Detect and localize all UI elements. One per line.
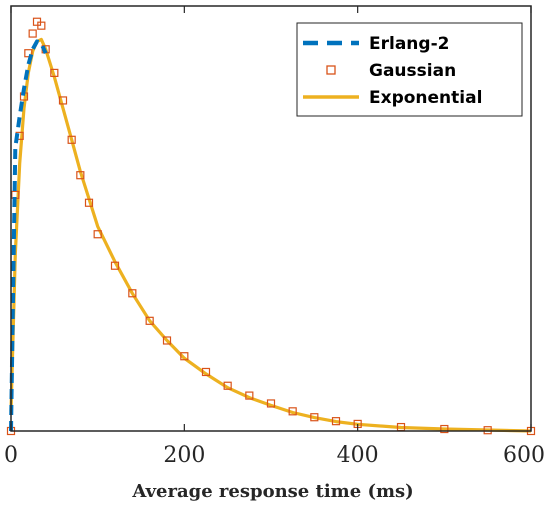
legend-label-exponential: Exponential [369, 88, 482, 108]
point-gaussian-15 [110, 261, 120, 270]
point-gaussian-22 [245, 391, 254, 400]
axes-frame [10, 5, 532, 432]
point-gaussian-29 [440, 424, 449, 434]
legend-item-erlang-2: Erlang-2 [303, 34, 449, 54]
x-axis-label: Average response time (ms) [131, 481, 413, 502]
point-gaussian-25 [310, 413, 319, 422]
point-gaussian-17 [145, 316, 154, 325]
series-erlang-2 [9, 39, 48, 432]
legend-label-erlang-2: Erlang-2 [369, 34, 449, 54]
x-tick-label-200: 200 [163, 443, 205, 468]
point-gaussian-4 [24, 49, 33, 58]
point-gaussian-26 [331, 417, 341, 426]
legend: Erlang-2 Gaussian Exponential [296, 22, 523, 117]
point-gaussian-12 [76, 171, 85, 180]
point-gaussian-9 [50, 68, 59, 77]
point-gaussian-19 [180, 352, 189, 361]
point-gaussian-21 [223, 381, 232, 390]
legend-label-gaussian: Gaussian [369, 61, 456, 81]
point-gaussian-18 [162, 336, 172, 345]
x-tick-label-400: 400 [337, 443, 379, 468]
data-layer [6, 17, 536, 436]
tick-layer: 0 200 400 600 [4, 6, 545, 468]
point-gaussian-20 [201, 367, 211, 377]
legend-swatch-gaussian [326, 65, 336, 75]
line-erlang-2 [9, 39, 48, 432]
point-gaussian-14 [93, 230, 102, 239]
point-gaussian-24 [288, 407, 297, 416]
point-gaussian-7 [37, 21, 46, 30]
point-gaussian-23 [266, 399, 276, 408]
x-tick-label-0: 0 [4, 443, 18, 468]
legend-item-exponential: Exponential [303, 88, 482, 108]
point-gaussian-30 [483, 426, 492, 435]
point-gaussian-16 [128, 289, 137, 298]
series-gaussian [6, 17, 536, 436]
point-gaussian-5 [28, 29, 37, 38]
x-tick-label-600: 600 [503, 443, 545, 468]
point-gaussian-11 [67, 135, 76, 144]
legend-item-gaussian: Gaussian [326, 61, 456, 81]
point-gaussian-10 [58, 96, 68, 105]
point-gaussian-13 [84, 198, 94, 207]
